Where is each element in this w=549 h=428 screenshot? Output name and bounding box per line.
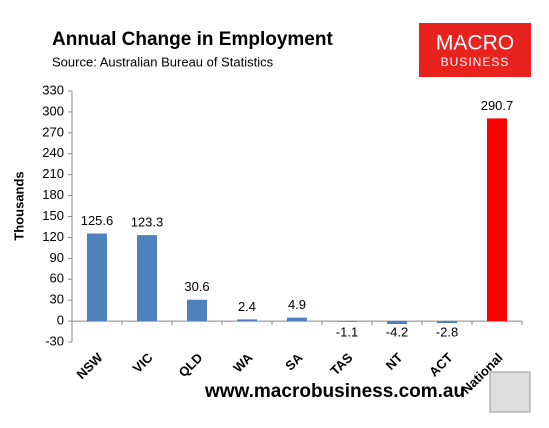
y-tick-label: 150 <box>42 208 64 223</box>
x-tick-label: TAS <box>327 350 356 379</box>
y-tick-label: 270 <box>42 124 64 139</box>
y-tick-label: 330 <box>42 82 64 97</box>
y-tick-label: 30 <box>50 292 64 307</box>
y-tick-label: 60 <box>50 271 64 286</box>
x-tick-label: SA <box>282 350 306 374</box>
y-tick-label: 240 <box>42 145 64 160</box>
chart-title: Annual Change in Employment <box>52 29 333 50</box>
value-label: 290.7 <box>481 98 514 113</box>
bar <box>337 321 357 322</box>
wolf-icon <box>489 371 531 413</box>
y-tick-label: -30 <box>45 333 64 348</box>
value-label: 123.3 <box>131 215 164 230</box>
value-label: 4.9 <box>288 297 306 312</box>
footer: www.macrobusiness.com.au <box>204 381 465 402</box>
y-tick-label: 120 <box>42 229 64 244</box>
x-tick-label: WA <box>230 350 256 376</box>
value-label: 2.4 <box>238 299 256 314</box>
x-tick-label: VIC <box>130 350 156 376</box>
bar <box>487 118 507 322</box>
logo-text: BUSINESS <box>441 55 510 69</box>
y-tick-label: 300 <box>42 103 64 118</box>
logo-text: MACRO <box>436 32 514 55</box>
bar <box>137 235 157 322</box>
bar <box>387 321 407 325</box>
value-label: -1.1 <box>336 325 358 340</box>
bar <box>187 299 207 322</box>
value-label: 125.6 <box>81 213 114 228</box>
y-tick-label: 210 <box>42 166 64 181</box>
bar <box>287 317 307 322</box>
chart-subtitle: Source: Australian Bureau of Statistics <box>52 54 274 69</box>
value-label: -2.8 <box>436 325 458 340</box>
value-label: -4.2 <box>386 325 408 340</box>
value-label: 30.6 <box>184 279 209 294</box>
x-tick-label: QLD <box>176 350 206 380</box>
x-tick-label: ACT <box>426 350 456 380</box>
y-tick-label: 0 <box>57 313 64 328</box>
logo <box>419 23 531 77</box>
bar <box>437 321 457 324</box>
x-tick-label: NT <box>383 350 406 373</box>
bar <box>237 319 257 322</box>
y-tick-label: 180 <box>42 187 64 202</box>
x-tick-label: NSW <box>73 349 106 382</box>
y-tick-label: 90 <box>50 250 64 265</box>
bar <box>87 233 107 322</box>
y-axis-label: Thousands <box>11 171 26 240</box>
